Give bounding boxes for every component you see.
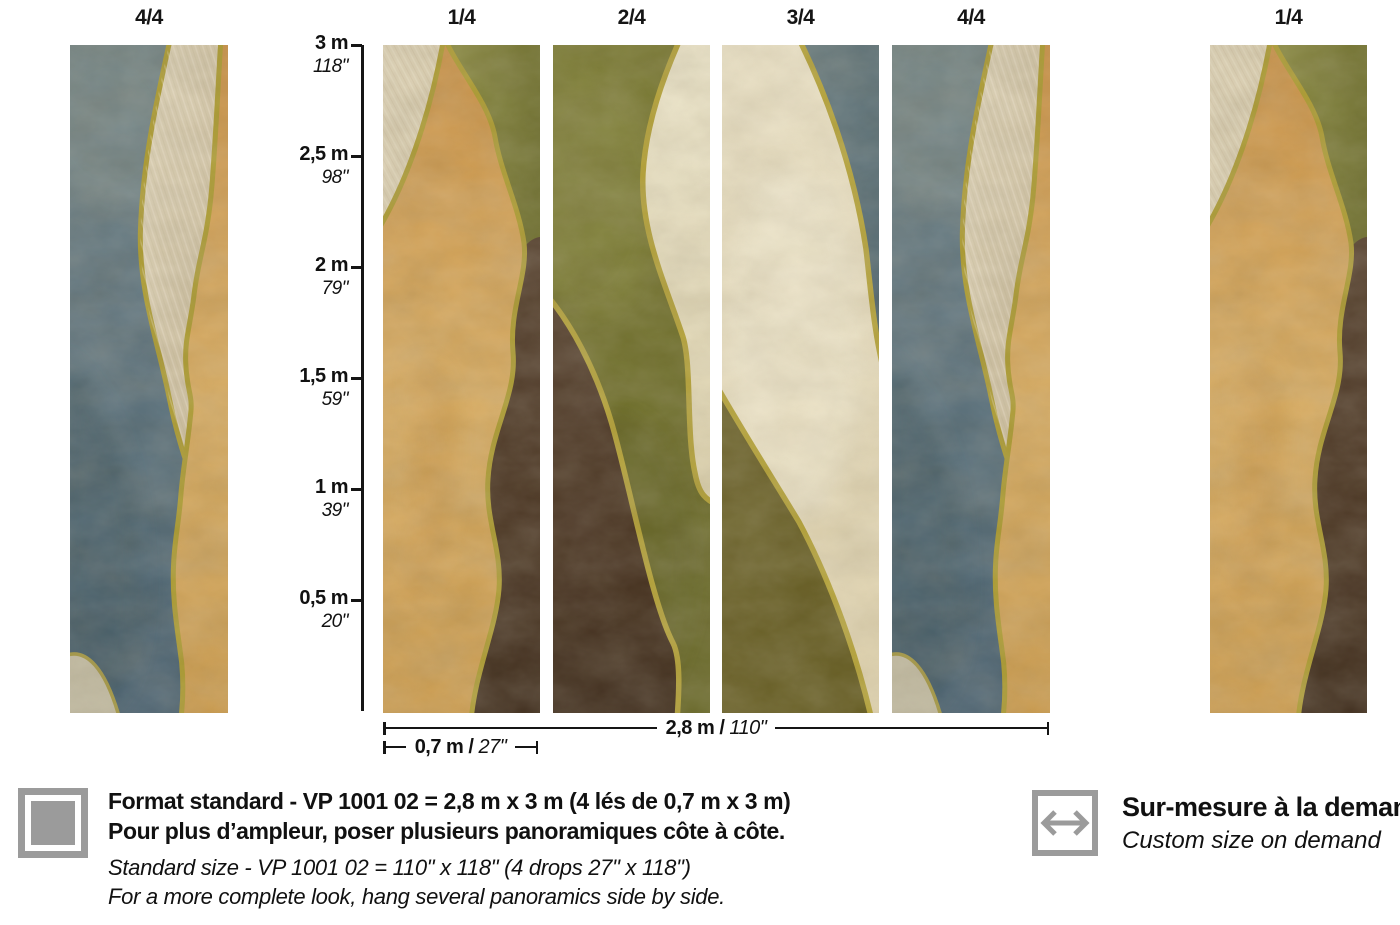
height-label-imperial: 20" <box>321 611 349 632</box>
height-scale-tick <box>351 377 362 380</box>
panel-position-label: 3/4 <box>786 6 815 29</box>
standard-size-text: Format standard - VP 1001 02 = 2,8 m x 3… <box>108 786 791 911</box>
height-scale-tick <box>351 599 362 602</box>
custom-size-line-en: Custom size on demand <box>1122 827 1381 854</box>
dimension-end-tick <box>383 740 386 754</box>
height-label-imperial: 39" <box>321 500 349 521</box>
dimension-end-tick <box>1046 721 1049 735</box>
height-label-metric: 1,5 m <box>299 365 348 387</box>
height-scale-tick <box>351 44 362 47</box>
wallpaper-drop-panel <box>553 45 710 713</box>
standard-size-line-fr-1: Format standard - VP 1001 02 = 2,8 m x 3… <box>108 788 791 814</box>
standard-size-line-en-2: For a more complete look, hang several p… <box>108 884 725 909</box>
dimension-line <box>775 726 1047 730</box>
panel-position-label: 4/4 <box>957 6 985 29</box>
panel-position-label: 1/4 <box>447 6 476 29</box>
standard-size-icon <box>18 788 88 858</box>
height-label-metric: 2 m <box>315 254 348 276</box>
height-scale-line <box>361 45 364 711</box>
dimension-line <box>385 726 657 730</box>
custom-size-icon <box>1032 790 1098 856</box>
height-label-metric: 1 m <box>315 476 348 498</box>
height-scale-label: 3 m 118" <box>220 31 349 79</box>
wallpaper-drop-panel <box>892 45 1050 713</box>
framed-square-icon <box>31 801 75 845</box>
height-scale-tick <box>351 155 362 158</box>
height-label-imperial: 79" <box>321 278 349 299</box>
height-label-imperial: 59" <box>321 389 349 410</box>
height-scale-label: 2 m 79" <box>220 253 348 301</box>
dimension-line <box>515 745 536 749</box>
height-label-metric: 2,5 m <box>299 143 348 165</box>
height-scale-tick <box>351 266 362 269</box>
dimension-line <box>385 745 406 749</box>
height-scale-label: 1,5 m 59" <box>220 364 348 412</box>
panel-position-label: 1/4 <box>1274 6 1303 29</box>
height-label-metric: 3 m <box>315 32 348 54</box>
custom-size-text: Sur-mesure à la demande Custom size on d… <box>1122 790 1400 857</box>
wallpaper-drop-panel <box>70 45 228 713</box>
height-scale-tick <box>351 488 362 491</box>
total-width-label: 2,8 m /110" <box>665 716 767 739</box>
height-label-metric: 0,5 m <box>299 587 348 609</box>
horizontal-resize-arrow-icon <box>1040 810 1090 836</box>
height-label-imperial: 118" <box>312 56 349 77</box>
dimension-end-tick <box>383 721 386 735</box>
height-scale-label: 2,5 m 98" <box>220 142 348 190</box>
drop-width-label: 0,7 m /27" <box>414 735 507 758</box>
wallpaper-drop-panel <box>383 45 540 713</box>
standard-size-line-en-1: Standard size - VP 1001 02 = 110" x 118"… <box>108 855 691 880</box>
standard-size-line-fr-2: Pour plus d’ampleur, poser plusieurs pan… <box>108 818 785 844</box>
wallpaper-drop-panel <box>1210 45 1367 713</box>
panel-position-label: 2/4 <box>617 6 646 29</box>
drop-width-dimension: 0,7 m /27" <box>383 736 538 758</box>
height-label-imperial: 98" <box>321 167 349 188</box>
spacer <box>108 846 790 853</box>
custom-size-line-fr: Sur-mesure à la demande <box>1122 792 1400 822</box>
panel-position-label: 4/4 <box>135 6 163 29</box>
dimension-end-tick <box>535 740 538 754</box>
wallpaper-drop-panel <box>722 45 879 713</box>
height-scale-label: 0,5 m 20" <box>220 586 348 634</box>
total-width-dimension: 2,8 m /110" <box>383 717 1049 739</box>
height-scale-label: 1 m 39" <box>220 475 348 523</box>
